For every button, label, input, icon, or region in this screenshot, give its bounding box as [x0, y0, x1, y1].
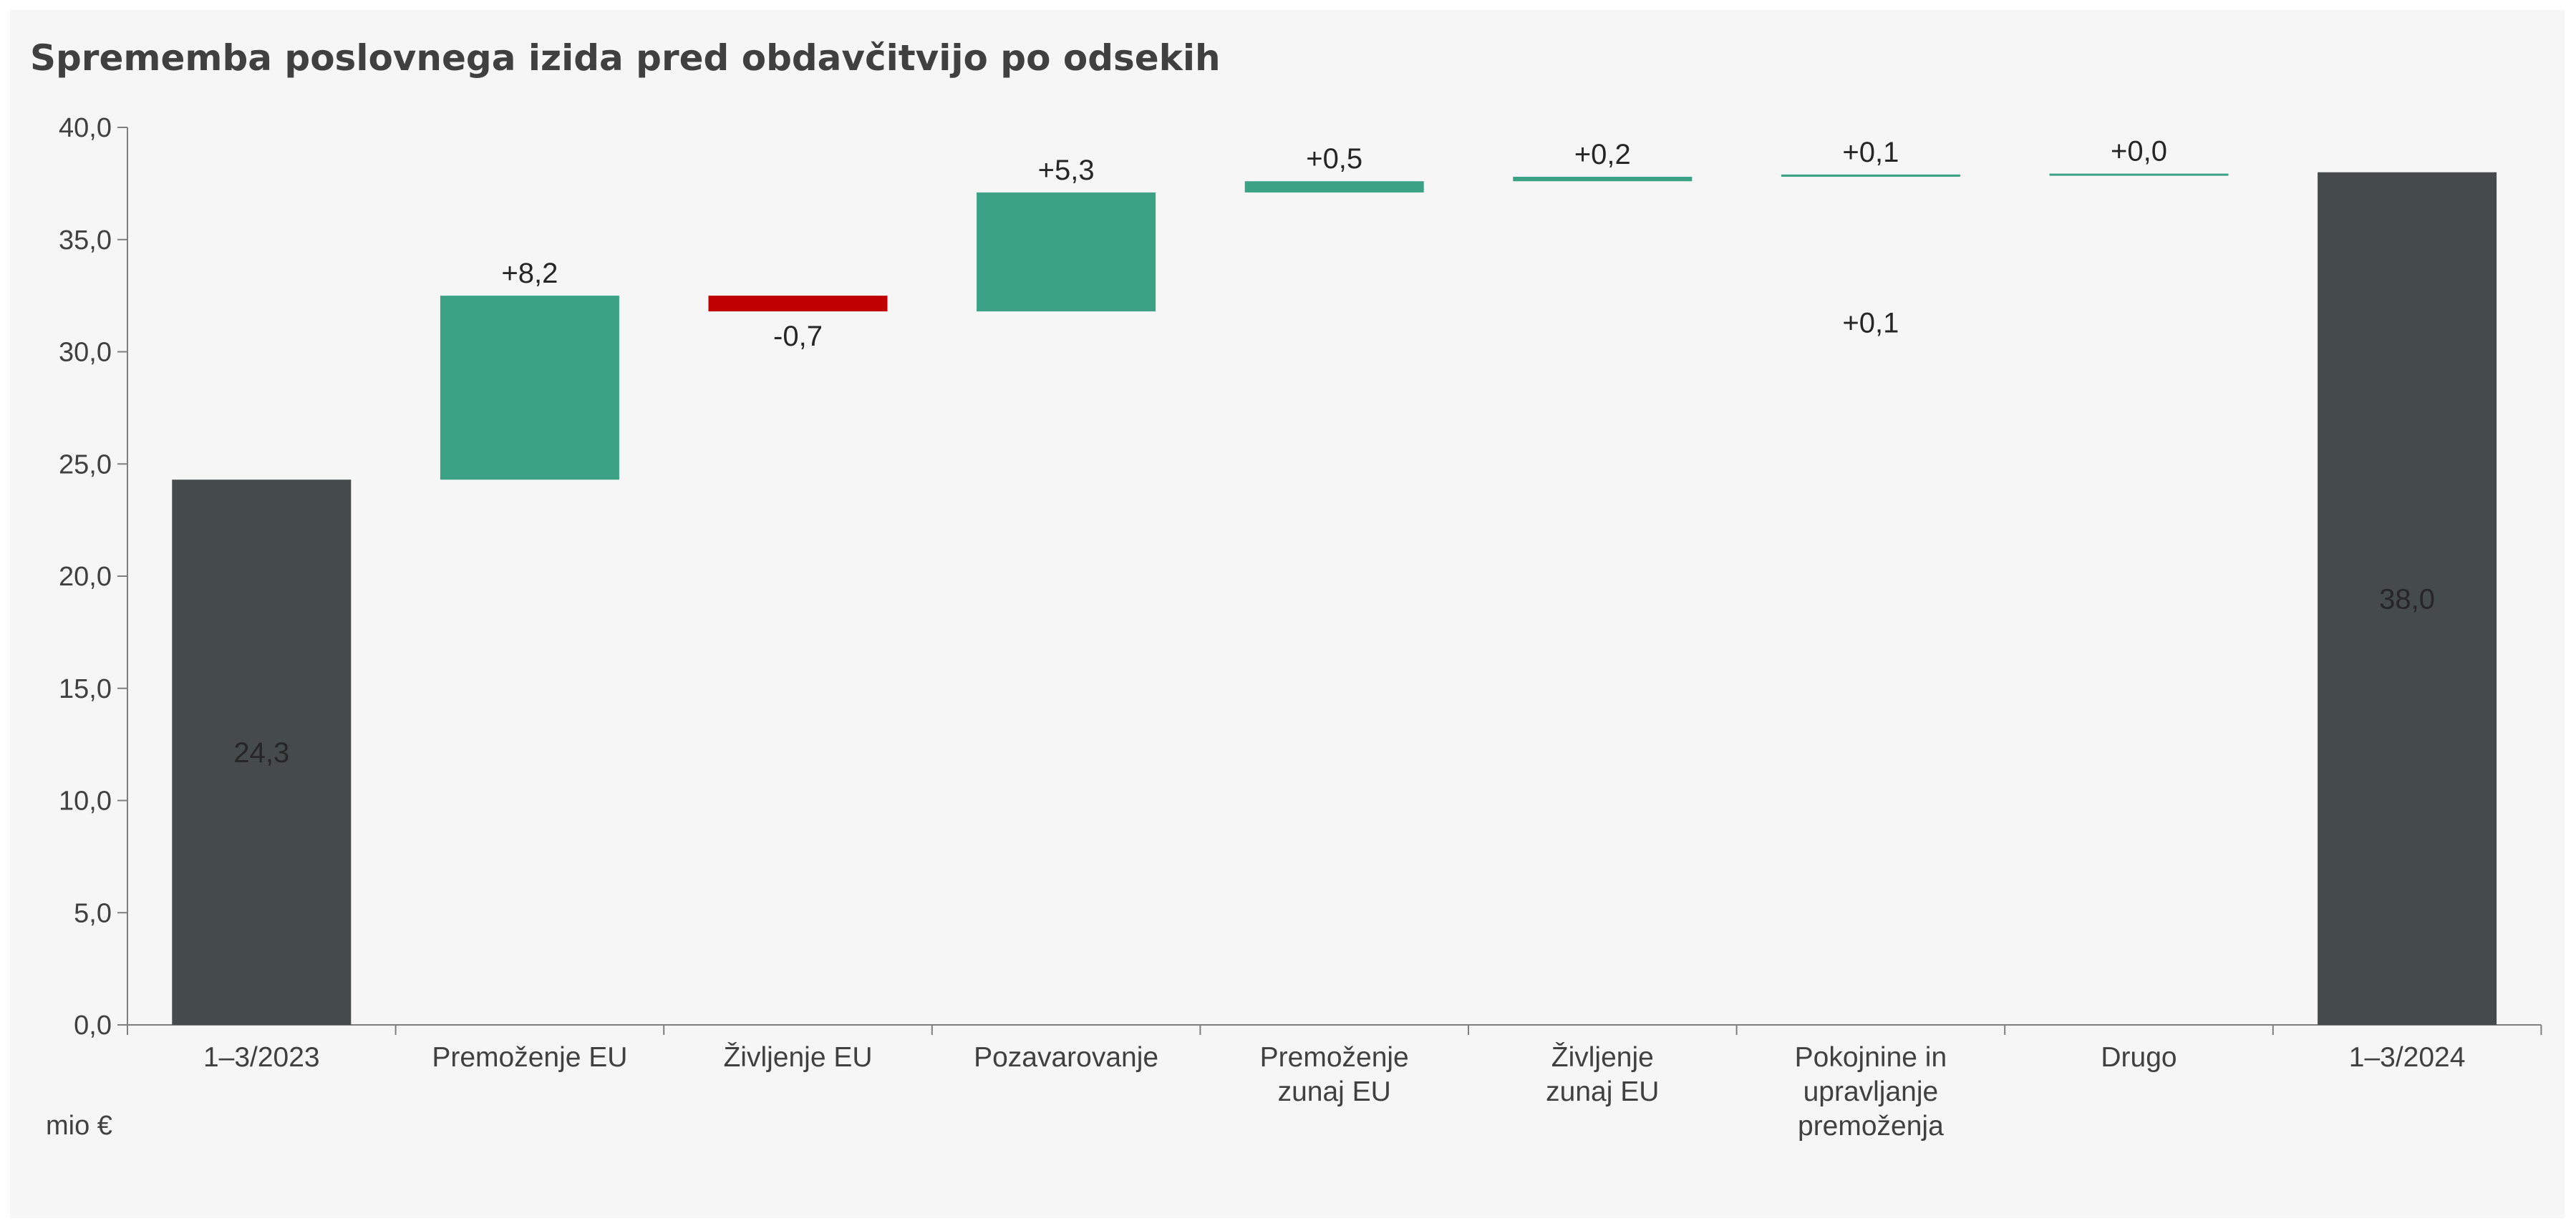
y-tick-label: 10,0: [59, 787, 112, 817]
bar-increase: [440, 296, 619, 480]
x-category-label: Pozavarovanje: [974, 1042, 1158, 1073]
x-category-label-line: Življenje: [1551, 1042, 1654, 1073]
data-label: +5,3: [1038, 155, 1095, 186]
x-category-label-line: 1–3/2024: [2349, 1042, 2466, 1073]
x-category-label-line: Premoženje: [1260, 1042, 1409, 1073]
x-category-label: Drugo: [2101, 1042, 2176, 1073]
bar-increase: [1781, 174, 1960, 177]
x-category-label: Premoženje EU: [432, 1042, 627, 1073]
data-label: 38,0: [2379, 583, 2435, 615]
y-tick-label: 40,0: [59, 113, 112, 143]
x-category-label: Življenje zunaj EU: [1546, 1042, 1659, 1107]
x-category-label: 1–3/2024: [2349, 1042, 2466, 1073]
x-category-label: Življenje EU: [723, 1042, 872, 1073]
bar-increase: [2049, 173, 2229, 176]
bar-increase: [1244, 181, 1424, 193]
bar-total: [172, 480, 352, 1025]
x-category-label: Premoženje zunaj EU: [1260, 1042, 1409, 1107]
data-label: +0,0: [2111, 136, 2167, 167]
x-category-label-line: upravljanje: [1803, 1076, 1939, 1107]
bar-increase: [1513, 176, 1693, 182]
data-label: -0,7: [773, 321, 823, 352]
x-category-label: Pokojnine in upravljanje premoženja: [1795, 1042, 1947, 1142]
y-tick-label: 35,0: [59, 225, 112, 256]
chart-title: Sprememba poslovnega izida pred obdavčit…: [30, 37, 1221, 79]
data-label: +8,2: [501, 258, 558, 289]
data-label: +0,5: [1306, 143, 1362, 175]
x-category-label-line: Drugo: [2101, 1042, 2176, 1073]
x-category-label-line: premoženja: [1798, 1111, 1944, 1142]
y-tick-label: 20,0: [59, 562, 112, 592]
y-tick-label: 25,0: [59, 449, 112, 480]
y-tick-label: 30,0: [59, 338, 112, 368]
bar-total: [2318, 172, 2497, 1026]
x-category-label: 1–3/2023: [203, 1042, 320, 1073]
bar-increase: [977, 192, 1156, 312]
x-category-label-line: Pokojnine in: [1795, 1042, 1947, 1073]
data-label: 24,3: [233, 737, 289, 769]
data-label: +0,1: [1842, 137, 1899, 168]
x-category-label-line: 1–3/2023: [203, 1042, 320, 1073]
x-category-label-line: zunaj EU: [1278, 1076, 1391, 1107]
unit-label: mio €: [46, 1111, 112, 1141]
x-category-label-line: Življenje EU: [723, 1042, 872, 1073]
stray-data-label: +0,1: [1842, 308, 1899, 339]
bar-decrease: [708, 296, 888, 312]
x-category-label-line: Premoženje EU: [432, 1042, 627, 1073]
y-tick-label: 15,0: [59, 674, 112, 704]
chart-frame: Sprememba poslovnega izida pred obdavčit…: [10, 10, 2565, 1218]
y-tick-label: 5,0: [74, 898, 112, 928]
x-category-label-line: Pozavarovanje: [974, 1042, 1158, 1073]
y-tick-label: 0,0: [74, 1011, 112, 1041]
x-category-label-line: zunaj EU: [1546, 1076, 1659, 1107]
data-label: +0,2: [1574, 139, 1631, 170]
